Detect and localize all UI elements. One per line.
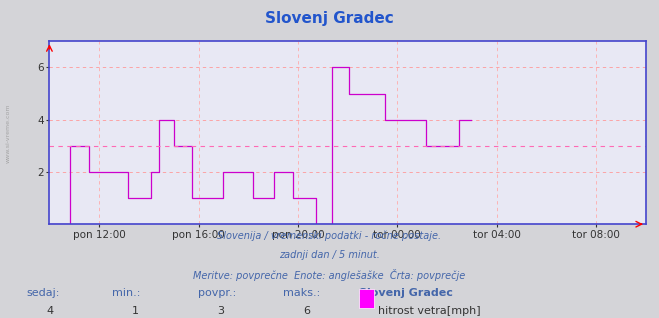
Text: www.si-vreme.com: www.si-vreme.com (5, 104, 11, 163)
Text: maks.:: maks.: (283, 288, 321, 298)
Text: Slovenija / vremenski podatki - ročne postaje.: Slovenija / vremenski podatki - ročne po… (217, 231, 442, 241)
Text: Meritve: povprečne  Enote: anglešaške  Črta: povprečje: Meritve: povprečne Enote: anglešaške Črt… (193, 269, 466, 281)
Text: Slovenj Gradec: Slovenj Gradec (359, 288, 453, 298)
Text: Slovenj Gradec: Slovenj Gradec (265, 11, 394, 26)
Text: 1: 1 (132, 306, 139, 316)
Text: hitrost vetra[mph]: hitrost vetra[mph] (378, 306, 480, 316)
Text: povpr.:: povpr.: (198, 288, 236, 298)
Text: 3: 3 (217, 306, 225, 316)
Text: 6: 6 (303, 306, 310, 316)
Text: sedaj:: sedaj: (26, 288, 60, 298)
Text: 4: 4 (46, 306, 53, 316)
Text: min.:: min.: (112, 288, 140, 298)
Text: zadnji dan / 5 minut.: zadnji dan / 5 minut. (279, 250, 380, 259)
